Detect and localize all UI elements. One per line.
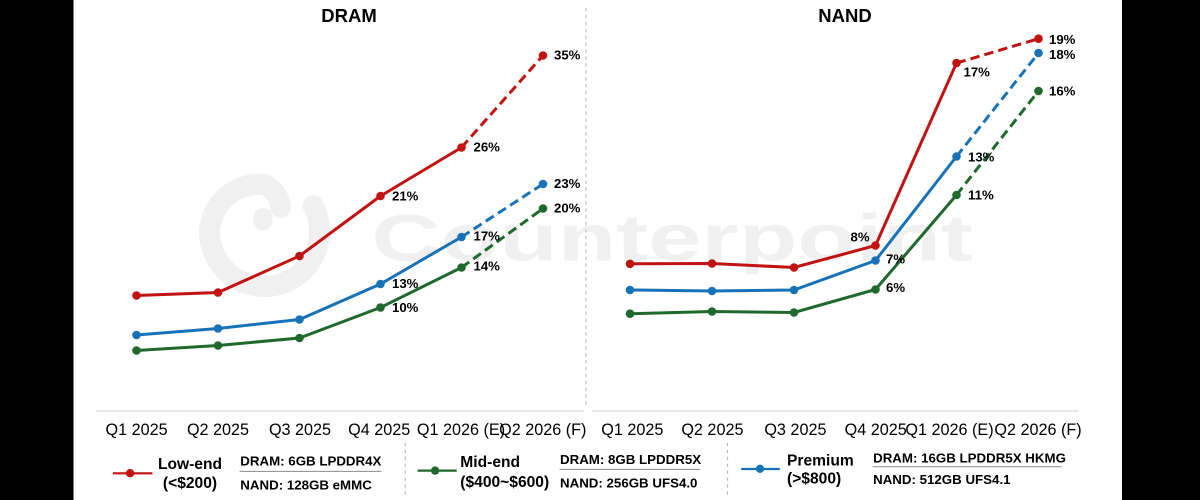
svg-text:DRAM: 16GB LPDDR5X HKMG: DRAM: 16GB LPDDR5X HKMG: [873, 451, 1066, 466]
svg-text:Q2 2026 (F): Q2 2026 (F): [994, 421, 1081, 439]
svg-text:(>$800): (>$800): [787, 470, 841, 487]
svg-text:DRAM: DRAM: [321, 5, 377, 26]
svg-text:($400~$600): ($400~$600): [460, 474, 549, 491]
svg-text:14%: 14%: [474, 259, 501, 274]
svg-text:DRAM: 8GB LPDDR5X: DRAM: 8GB LPDDR5X: [560, 452, 701, 467]
svg-text:NAND: 128GB eMMC: NAND: 128GB eMMC: [240, 478, 372, 493]
svg-text:21%: 21%: [392, 189, 419, 204]
svg-text:Q2 2025: Q2 2025: [681, 421, 743, 439]
svg-text:11%: 11%: [968, 188, 994, 203]
svg-text:7%: 7%: [886, 252, 905, 267]
svg-text:Q4 2025: Q4 2025: [845, 421, 907, 439]
svg-text:Q3 2025: Q3 2025: [764, 421, 826, 439]
svg-text:Q2 2026 (F): Q2 2026 (F): [499, 421, 586, 439]
svg-text:6%: 6%: [886, 280, 905, 295]
svg-text:DRAM: 6GB LPDDR4X: DRAM: 6GB LPDDR4X: [240, 453, 381, 468]
svg-text:17%: 17%: [474, 229, 501, 244]
svg-text:NAND: NAND: [818, 5, 871, 26]
svg-text:13%: 13%: [968, 150, 995, 165]
svg-text:Q1 2026 (E): Q1 2026 (E): [417, 421, 505, 439]
svg-text:20%: 20%: [554, 201, 581, 216]
svg-text:16%: 16%: [1049, 84, 1076, 99]
svg-text:Q1 2025: Q1 2025: [106, 421, 168, 439]
svg-text:(<$200): (<$200): [163, 475, 217, 492]
svg-text:19%: 19%: [1049, 32, 1076, 47]
svg-text:8%: 8%: [851, 230, 870, 245]
svg-text:NAND: 256GB UFS4.0: NAND: 256GB UFS4.0: [560, 476, 697, 491]
svg-text:26%: 26%: [474, 140, 501, 155]
svg-text:Q4 2025: Q4 2025: [348, 421, 410, 439]
svg-text:Mid-end: Mid-end: [460, 454, 520, 471]
svg-text:Low-end: Low-end: [158, 456, 222, 473]
svg-text:18%: 18%: [1049, 47, 1076, 62]
svg-text:NAND: 512GB UFS4.1: NAND: 512GB UFS4.1: [873, 472, 1011, 487]
svg-text:Premium: Premium: [787, 453, 854, 470]
svg-text:13%: 13%: [392, 276, 419, 291]
svg-text:Q3 2025: Q3 2025: [269, 421, 331, 439]
svg-text:Q1 2025: Q1 2025: [601, 421, 663, 439]
svg-text:10%: 10%: [392, 300, 419, 315]
svg-text:Q1 2026 (E): Q1 2026 (E): [905, 421, 993, 439]
svg-text:23%: 23%: [554, 176, 581, 191]
svg-text:Q2 2025: Q2 2025: [187, 421, 249, 439]
svg-text:35%: 35%: [554, 48, 581, 63]
svg-text:17%: 17%: [964, 65, 991, 80]
